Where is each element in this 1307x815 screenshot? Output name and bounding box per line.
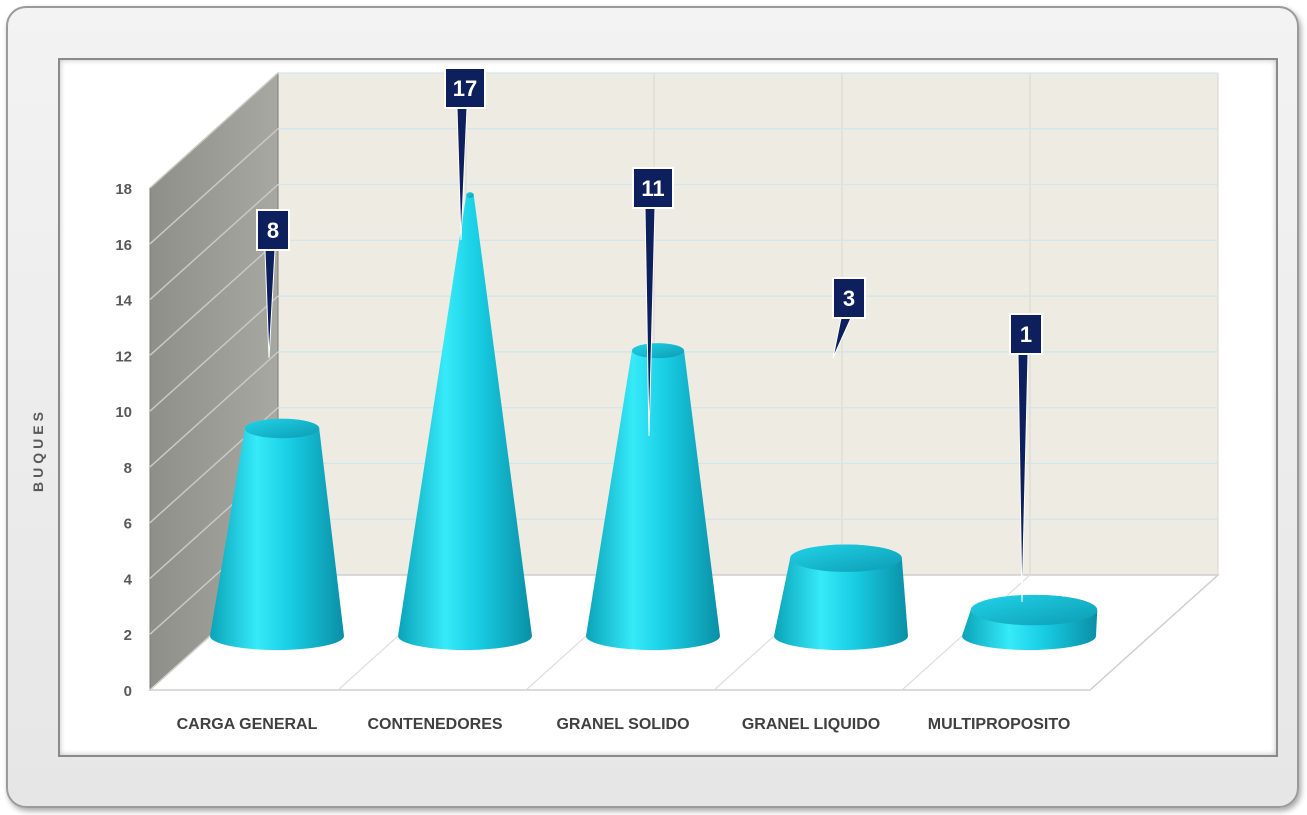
- data-label-text: 3: [843, 286, 855, 311]
- data-label-box: [632, 167, 674, 209]
- y-tick-label: 16: [115, 237, 132, 254]
- cone-cap: [244, 418, 320, 439]
- data-label-4: 3: [832, 277, 866, 359]
- x-category-label: MULTIPROPOSITO: [928, 716, 1071, 733]
- data-label-text: 8: [267, 218, 279, 243]
- cone-body: [210, 418, 344, 650]
- grid-side-line: [149, 128, 279, 245]
- grid-side-line: [149, 351, 279, 468]
- cone-body: [774, 544, 908, 650]
- y-tick-label: 14: [115, 293, 132, 310]
- cone-2: [398, 192, 532, 650]
- data-label-text: 17: [453, 76, 477, 101]
- y-tick-label: 0: [124, 683, 132, 700]
- cones-layer: [210, 192, 1098, 650]
- data-label-box: [1009, 313, 1043, 355]
- y-axis-ticks: 0 2 4 6 8 10 12 14 16 18: [115, 181, 132, 700]
- y-tick-label: 2: [124, 627, 132, 644]
- y-tick-label: 6: [124, 516, 132, 533]
- x-category-label: CONTENEDORES: [367, 716, 502, 733]
- back-wall: [277, 72, 1219, 576]
- data-label-5: 1: [1009, 313, 1043, 603]
- data-label-1: 8: [256, 209, 290, 359]
- data-label-box: [444, 67, 486, 109]
- cone-cap: [631, 343, 685, 359]
- cone-cap: [970, 594, 1098, 626]
- cone-1: [210, 418, 344, 650]
- y-axis-title: BUQUES: [30, 408, 46, 492]
- data-label-text: 1: [1020, 322, 1032, 347]
- x-axis-categories: CARGA GENERAL CONTENEDORES GRANEL SOLIDO GR…: [177, 716, 1071, 733]
- data-label-box: [256, 209, 290, 251]
- cone-cap: [790, 544, 902, 572]
- data-label-text: 11: [641, 176, 664, 201]
- cone-body: [586, 343, 720, 650]
- grid-side-line: [149, 295, 279, 412]
- cone-5: [962, 594, 1098, 650]
- data-label-box: [832, 277, 866, 319]
- x-category-label: GRANEL SOLIDO: [556, 716, 689, 733]
- cone-cap: [466, 192, 474, 198]
- cone-body: [398, 192, 532, 650]
- x-category-label: GRANEL LIQUIDO: [742, 716, 880, 733]
- data-label-2: 17: [444, 67, 486, 241]
- cone-4: [774, 544, 908, 650]
- y-tick-label: 10: [115, 404, 132, 421]
- grid-side-line: [149, 72, 279, 189]
- grid-side-line: [149, 183, 279, 301]
- grid-side-line: [149, 239, 279, 356]
- y-tick-label: 12: [115, 348, 132, 365]
- y-tick-label: 18: [115, 181, 132, 198]
- x-category-label: CARGA GENERAL: [177, 716, 318, 733]
- data-label-3: 11: [632, 167, 674, 437]
- y-tick-label: 4: [124, 571, 133, 588]
- data-labels-layer: 8 17 11 3 1: [256, 67, 1043, 603]
- cone-3: [586, 343, 720, 650]
- y-tick-label: 8: [124, 460, 132, 477]
